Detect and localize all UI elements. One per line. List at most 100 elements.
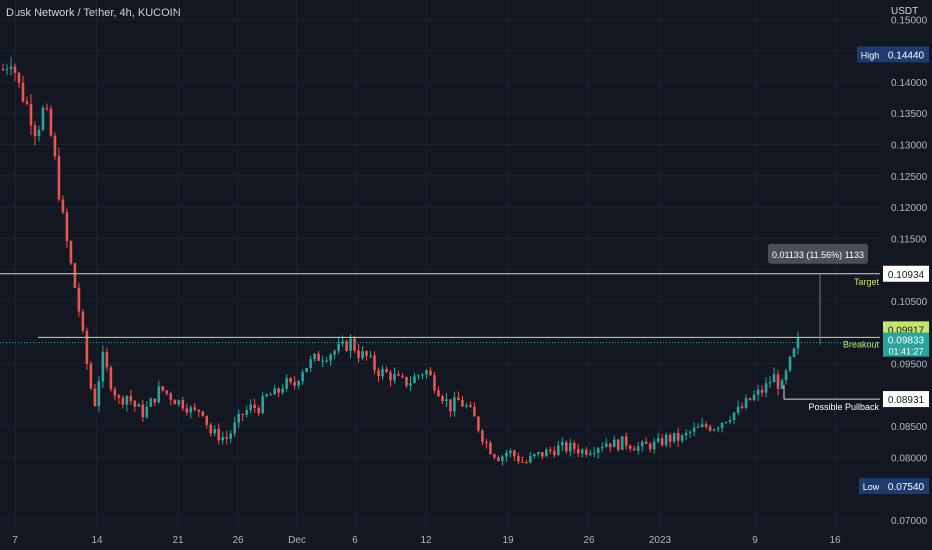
candle-down	[25, 101, 29, 104]
candle-down	[113, 389, 117, 396]
candle-down	[257, 408, 260, 414]
candle-up	[41, 107, 45, 130]
candle-up	[421, 374, 424, 376]
candle-up	[237, 413, 241, 423]
candle-down	[225, 437, 229, 439]
candle-up	[736, 406, 740, 413]
candle-up	[533, 454, 536, 456]
candle-down	[317, 353, 320, 361]
candle-up	[664, 434, 668, 446]
candle-up	[369, 355, 372, 357]
candle-up	[557, 445, 560, 456]
x-tick-label: 12	[420, 535, 432, 546]
candle-down	[477, 416, 480, 431]
candle-down	[493, 454, 496, 458]
candle-down	[760, 389, 764, 393]
candle-down	[353, 338, 356, 351]
candle-down	[65, 212, 69, 242]
high-label: High	[861, 50, 880, 60]
x-tick-label: 21	[172, 535, 184, 546]
candle-up	[688, 431, 692, 433]
x-tick-label: 26	[232, 535, 244, 546]
current-price-tag: 0.09833	[888, 336, 925, 347]
candle-down	[185, 408, 189, 413]
candle-down	[173, 400, 177, 405]
candle-down	[373, 355, 376, 371]
candle-up	[381, 368, 384, 377]
y-tick-label: 0.08500	[891, 422, 928, 433]
x-tick-label: 26	[583, 535, 595, 546]
candle-up	[652, 441, 656, 450]
candle-up	[537, 452, 540, 455]
candle-down	[676, 432, 680, 441]
candle-down	[109, 367, 113, 390]
candle-down	[740, 406, 744, 409]
candle-up	[301, 372, 304, 382]
target-label: Target	[854, 277, 880, 287]
candle-up	[780, 380, 784, 389]
candle-down	[469, 405, 472, 407]
candle-up	[149, 398, 153, 407]
candle-down	[708, 426, 712, 431]
candle-up	[189, 407, 193, 413]
candle-up	[656, 438, 660, 442]
candle-up	[37, 129, 41, 137]
candle-down	[49, 108, 53, 136]
candle-up	[213, 428, 217, 434]
candle-up	[732, 412, 736, 421]
candle-down	[161, 386, 165, 391]
low-price-tag: 0.07540	[888, 482, 925, 493]
breakout-label: Breakout	[843, 339, 880, 349]
candle-up	[505, 452, 508, 457]
candle-down	[608, 443, 612, 448]
candle-down	[489, 442, 492, 455]
candle-down	[584, 449, 588, 455]
candle-down	[365, 351, 368, 356]
candle-down	[209, 424, 213, 434]
y-tick-label: 0.13500	[891, 109, 928, 120]
candle-up	[297, 381, 300, 386]
candle-down	[85, 330, 89, 364]
candle-down	[73, 263, 77, 288]
high-price-tag: 0.14440	[888, 50, 925, 61]
measure-box	[768, 243, 868, 264]
candle-down	[357, 350, 360, 359]
candle-up	[580, 449, 584, 454]
candle-down	[541, 452, 544, 457]
candle-up	[600, 446, 604, 449]
candle-down	[133, 400, 137, 407]
low-label: Low	[863, 482, 880, 492]
candle-up	[177, 400, 181, 405]
candle-up	[97, 381, 101, 406]
candle-up	[465, 405, 468, 407]
candle-up	[772, 374, 776, 383]
candle-up	[445, 399, 448, 402]
x-axis: 7 14 21 26 Dec 6 12 19 26 2023 9 16	[12, 535, 841, 546]
candle-down	[449, 399, 452, 412]
candle-up	[221, 437, 225, 441]
candle-down	[293, 382, 296, 386]
candle-down	[165, 390, 169, 394]
candle-down	[45, 107, 49, 109]
candle-up	[361, 351, 364, 359]
candle-down	[29, 103, 33, 126]
candle-up	[696, 426, 700, 428]
y-tick-label: 0.09500	[891, 359, 928, 370]
candle-down	[385, 368, 388, 373]
candle-up	[453, 397, 456, 412]
candle-up	[509, 450, 512, 453]
y-tick-label: 0.10500	[891, 297, 928, 308]
x-tick-label: 9	[752, 535, 758, 546]
candle-up	[285, 378, 288, 389]
candle-down	[433, 375, 436, 391]
y-tick-label: 0.11500	[891, 234, 927, 245]
candle-up	[501, 456, 504, 461]
candle-up	[592, 452, 596, 454]
candle-up	[145, 406, 149, 418]
candle-down	[53, 135, 57, 157]
pullback-label: Possible Pullback	[808, 402, 879, 412]
y-tick-label: 0.12000	[891, 203, 928, 214]
x-tick-label: 14	[91, 535, 103, 546]
candle-up	[305, 367, 308, 373]
